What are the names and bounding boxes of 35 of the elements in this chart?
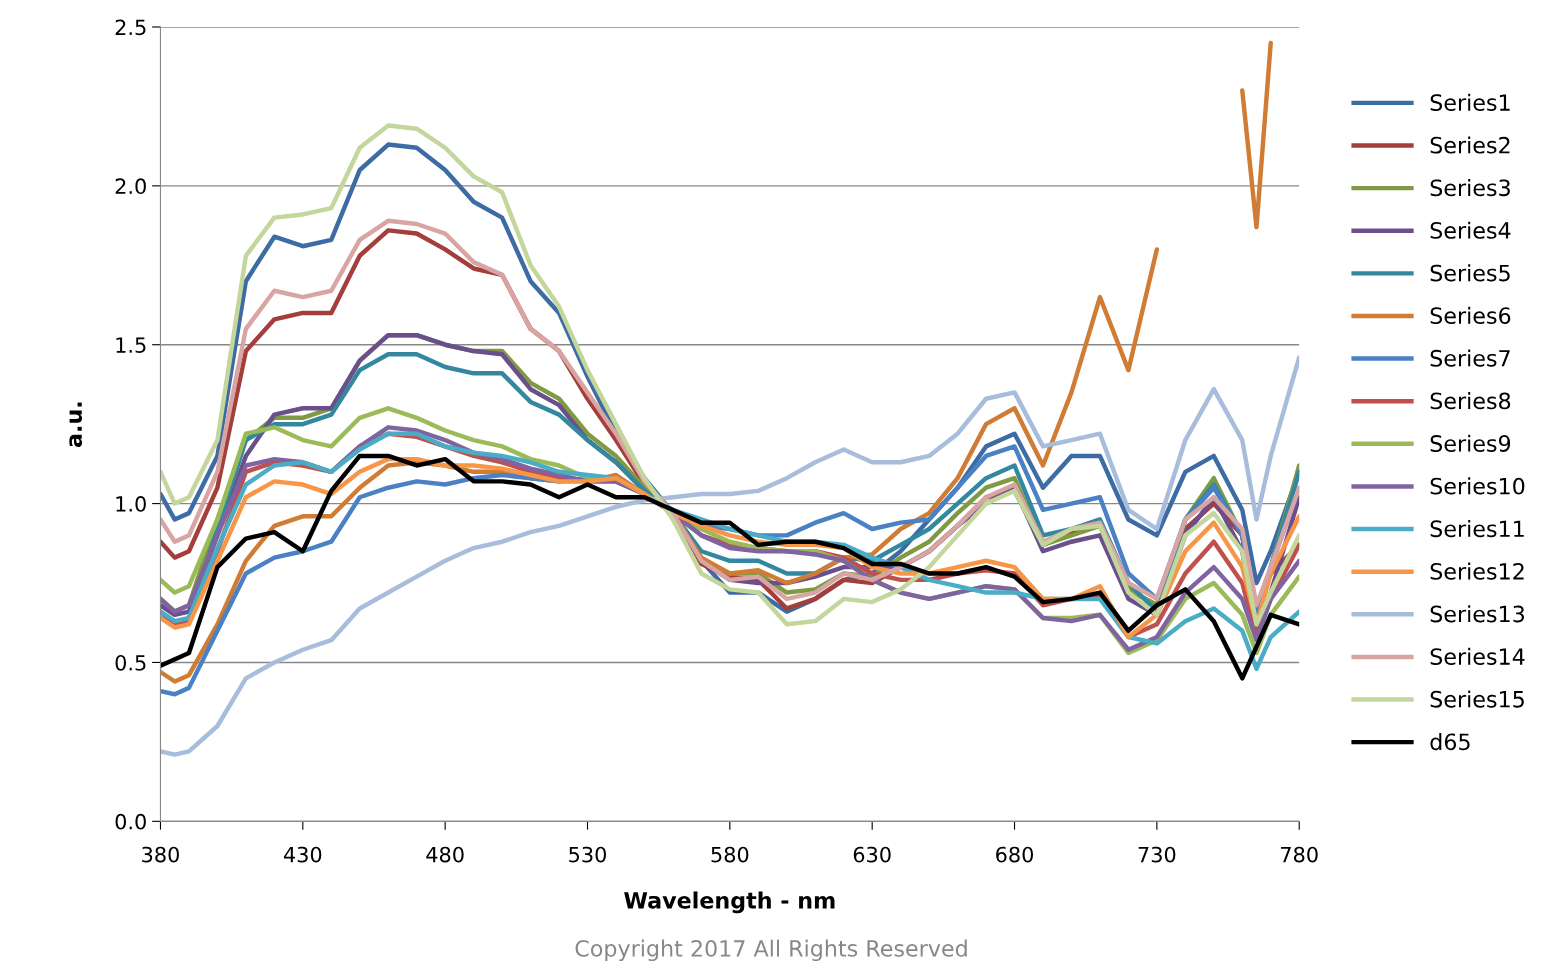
line-series: [160, 355, 1300, 757]
y-tick-label: 1.5: [116, 337, 146, 353]
legend-label: Series3: [1430, 179, 1510, 197]
y-tick-label: 0.5: [115, 654, 146, 671]
y-tick-label: 1.0: [116, 496, 146, 512]
legend-label: Series14: [1430, 647, 1525, 666]
x-tick-label: 580: [711, 846, 749, 863]
text: Copyright 2017 All Rights Reserved: [575, 939, 967, 962]
x-tick-label: 380: [142, 846, 179, 863]
legend-label: Series11: [1430, 519, 1524, 538]
legend-label: Series6: [1430, 306, 1511, 325]
x-tick-label: 680: [996, 846, 1034, 863]
legend-label: Series10: [1430, 477, 1525, 495]
x-tick-label: 780: [1281, 846, 1318, 863]
x-tick-label: 630: [853, 846, 891, 863]
legend-label: Series12: [1430, 562, 1524, 580]
x-tick-label: 430: [283, 846, 322, 863]
x-axis-title: Wavelength - nm: [624, 891, 835, 914]
y-tick-label: 0.0: [115, 813, 146, 830]
y-tick-label: 2.5: [115, 19, 146, 36]
legend-label: Series15: [1430, 690, 1524, 708]
x-tick-label: 730: [1138, 846, 1176, 863]
y-axis-title: a.u.: [69, 402, 83, 448]
legend-label: Series7: [1430, 349, 1510, 367]
legend-label: Series5: [1430, 264, 1510, 282]
legend-label: Series1: [1430, 93, 1510, 111]
legend-label: Series13: [1430, 605, 1525, 623]
legend-label: Series4: [1430, 221, 1511, 239]
x-tick-label: 530: [569, 846, 606, 863]
legend-label: d65: [1430, 733, 1470, 751]
legend-label: Series9: [1430, 434, 1511, 452]
legend-label: Series2: [1430, 136, 1510, 154]
x-tick-label: 480: [426, 846, 464, 863]
legend-label: Series8: [1430, 392, 1511, 410]
y-tick-label: 2.0: [115, 178, 146, 195]
